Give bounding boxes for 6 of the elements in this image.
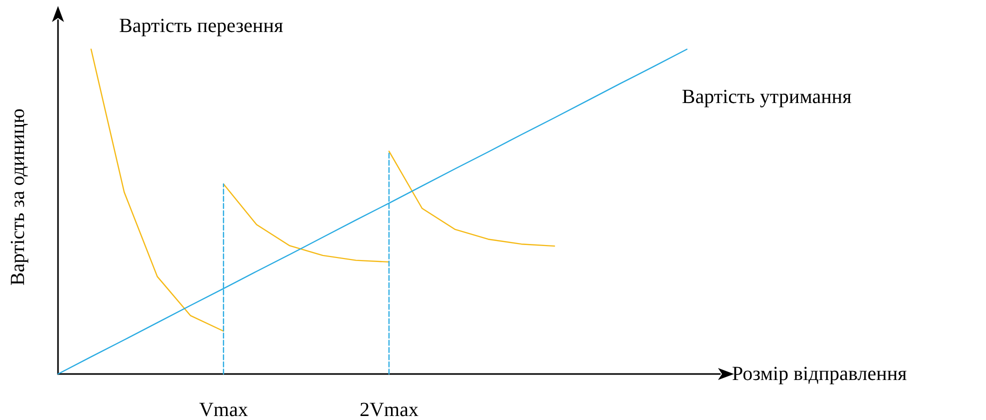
- series-label: Вартість утримання: [682, 86, 852, 108]
- x-tick-label: 2Vmax: [360, 399, 418, 420]
- x-tick-label: Vmax: [199, 399, 248, 420]
- series-label: Вартість перезення: [119, 15, 284, 38]
- y-axis-title: Вартість за одиницю: [7, 108, 29, 286]
- x-axis-title: Розмір відправлення: [732, 363, 907, 385]
